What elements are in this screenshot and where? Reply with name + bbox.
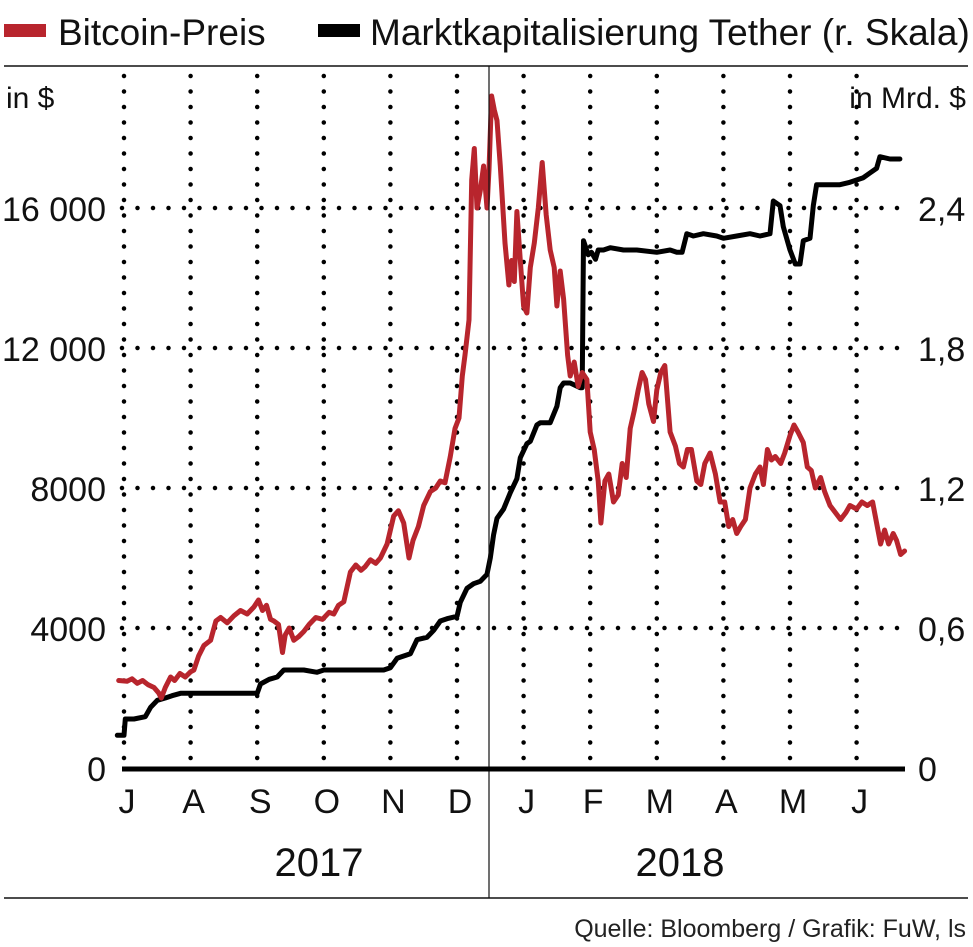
right-tick-label: 1,8 [918,331,965,369]
month-label: S [249,783,272,821]
month-label: J [518,783,535,821]
y-tick-labels: 0 4000 8000 12 000 16 000 0 0,6 1,2 1,8 2,4 [2,191,965,789]
left-tick-label: 0 [87,751,106,789]
month-label: A [715,783,738,821]
left-tick-label: 8000 [30,471,106,509]
month-label: N [381,783,406,821]
left-tick-label: 4000 [30,611,106,649]
right-axis-unit: in Mrd. $ [849,82,966,115]
left-tick-label: 16 000 [2,191,106,229]
legend-label-bitcoin: Bitcoin-Preis [58,12,266,53]
left-axis-unit: in $ [6,82,55,115]
month-label: A [182,783,205,821]
month-label: M [646,783,674,821]
month-label: O [314,783,340,821]
legend-swatch-tether [318,24,360,37]
year-label: 2017 [275,841,364,885]
month-label: J [119,783,136,821]
source-note: Quelle: Bloomberg / Grafik: FuW, ls [574,915,966,943]
bitcoin-price-line [116,93,908,701]
month-label: J [851,783,868,821]
right-tick-label: 1,2 [918,471,965,509]
grid [119,73,905,765]
legend: Bitcoin-Preis Marktkapitalisierung Tethe… [4,12,970,53]
legend-label-tether: Marktkapitalisierung Tether (r. Skala) [370,12,970,53]
right-tick-label: 0 [918,751,937,789]
series [114,93,908,738]
month-label: F [583,783,604,821]
right-tick-label: 0,6 [918,611,965,649]
month-label: D [448,783,473,821]
tether-market-cap-line [114,154,903,738]
left-tick-label: 12 000 [2,331,106,369]
month-label: M [779,783,807,821]
year-labels: 2017 2018 [275,841,725,885]
legend-swatch-bitcoin [4,24,46,37]
year-label: 2018 [636,841,725,885]
right-tick-label: 2,4 [918,191,965,229]
